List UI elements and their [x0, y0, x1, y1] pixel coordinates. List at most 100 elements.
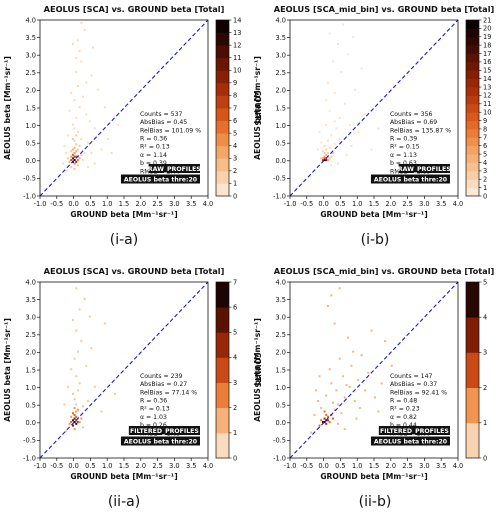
colorbar-tick-label: 2 — [483, 384, 487, 392]
heatmap-bin — [82, 426, 84, 429]
heatmap-bin — [384, 340, 387, 343]
heatmap-bin — [325, 148, 328, 151]
heatmap-bin — [353, 399, 356, 402]
heatmap-bin — [326, 139, 329, 142]
colorbar-tick-label: 6 — [233, 117, 237, 125]
x-tick-label: 1.5 — [369, 200, 380, 208]
heatmap-bin — [323, 421, 326, 424]
colorbar-tick-label: 5 — [233, 129, 237, 137]
colorbar: 0 1 2 3 4 5 6 7 COUNTS — [215, 278, 262, 462]
heatmap-bin — [73, 139, 76, 142]
colorbar-tick-label: 3 — [483, 349, 487, 357]
colorbar-tick-label: 0 — [483, 192, 487, 200]
heatmap-bin — [65, 169, 68, 172]
heatmap-bin — [75, 71, 78, 74]
colorbar-tick-label: 5 — [233, 329, 237, 337]
colorbar-tick-label: 3 — [233, 155, 237, 163]
heatmap-bin — [380, 382, 383, 385]
heatmap-bin — [332, 401, 334, 404]
y-axis-label: AEOLUS beta [Mm⁻¹sr⁻¹] — [253, 56, 262, 160]
colorbar-tick-label: 13 — [483, 83, 491, 91]
heatmap-bin — [320, 157, 323, 160]
colorbar-segment — [466, 282, 479, 318]
heatmap-bin — [65, 429, 68, 432]
badge-label: AEOLUS beta thre:20 — [124, 439, 198, 446]
heatmap-bin — [332, 417, 334, 420]
stat-line: RelBias = 92.41 % — [390, 389, 447, 396]
chart-panel-2: AEOLUS [SCA_mid_bin] vs. GROUND beta [To… — [253, 4, 495, 219]
x-axis-label: GROUND beta [Mm⁻¹sr⁻¹] — [320, 210, 427, 219]
badge-bg — [370, 436, 450, 446]
heatmap-bin — [323, 152, 326, 155]
heatmap-bin — [93, 385, 96, 388]
heatmap-bin — [71, 157, 74, 160]
heatmap-bin — [328, 146, 331, 149]
heatmap-bin — [93, 127, 96, 130]
heatmap-bin — [88, 315, 91, 318]
heatmap-bin — [332, 152, 334, 155]
y-tick-label: -0.5 — [273, 175, 286, 183]
heatmap-bin — [337, 162, 340, 165]
panel-label: (i-b) — [361, 232, 390, 248]
heatmap-bin — [323, 144, 326, 148]
heatmap-bin — [66, 157, 69, 160]
x-tick-label: -1.0 — [284, 462, 297, 470]
heatmap-bin — [75, 415, 78, 418]
heatmap-bin — [80, 21, 83, 24]
chart-panel-3: AEOLUS [SCA] vs. GROUND beta [Total] -1.0… — [3, 266, 262, 481]
heatmap-bin — [76, 350, 79, 353]
heatmap-bin — [92, 46, 95, 49]
heatmap-bin — [323, 417, 326, 420]
heatmap-bin — [363, 113, 366, 116]
y-tick-label: 1.5 — [26, 104, 37, 112]
heatmap-bin — [73, 152, 76, 155]
colorbar-tick-label: 10 — [483, 108, 491, 116]
heatmap-bin — [337, 42, 340, 45]
y-tick-label: 1.5 — [26, 366, 37, 374]
y-tick-label: -1.0 — [23, 192, 36, 200]
heatmap-bin — [68, 109, 71, 112]
y-tick-label: 2.0 — [26, 87, 37, 95]
colorbar-label: COUNTS — [253, 352, 262, 387]
colorbar-segment — [216, 95, 229, 109]
heatmap-bin — [355, 417, 358, 420]
heatmap-bin — [340, 412, 343, 415]
heatmap-bin — [70, 421, 73, 424]
heatmap-bin — [357, 378, 360, 381]
y-tick-label: 3.5 — [26, 296, 37, 304]
heatmap-bin — [345, 384, 348, 387]
colorbar-tick-label: 11 — [233, 54, 241, 62]
x-tick-label: 2.0 — [386, 200, 397, 208]
y-tick-label: 3.0 — [276, 52, 287, 60]
heatmap-bin — [75, 287, 78, 290]
heatmap-bin — [343, 396, 346, 399]
x-axis-label: GROUND beta [Mm⁻¹sr⁻¹] — [320, 472, 427, 481]
stat-line: α = 1.13 — [390, 152, 417, 159]
stat-line: Counts = 537 — [140, 111, 183, 118]
badge-bg — [120, 436, 200, 446]
colorbar-segment — [216, 170, 229, 184]
heatmap-bin — [73, 414, 76, 417]
colorbar-tick-label: 1 — [233, 429, 237, 437]
x-tick-label: 0.0 — [68, 200, 79, 208]
heatmap-bin — [363, 389, 366, 392]
colorbar-segment — [466, 45, 479, 54]
badge-bg — [378, 426, 450, 435]
heatmap-bin — [353, 88, 356, 91]
heatmap-bin — [333, 143, 336, 146]
heatmap-bin — [82, 159, 84, 162]
badge-bg — [148, 164, 200, 173]
panel-label: (i-a) — [110, 232, 138, 248]
colorbar-tick-label: 5 — [483, 150, 487, 158]
x-tick-label: 3.5 — [186, 462, 197, 470]
heatmap-bin — [80, 340, 83, 343]
heatmap-bin — [352, 35, 355, 38]
colorbar-tick-label: 12 — [483, 92, 491, 100]
colorbar-segment — [466, 70, 479, 80]
heatmap-bin — [75, 155, 78, 158]
heatmap-bin — [71, 318, 74, 322]
heatmap-bin — [333, 322, 336, 325]
badge-label: AEOLUS beta thre:20 — [374, 177, 448, 184]
y-tick-label: 2.5 — [26, 331, 37, 339]
